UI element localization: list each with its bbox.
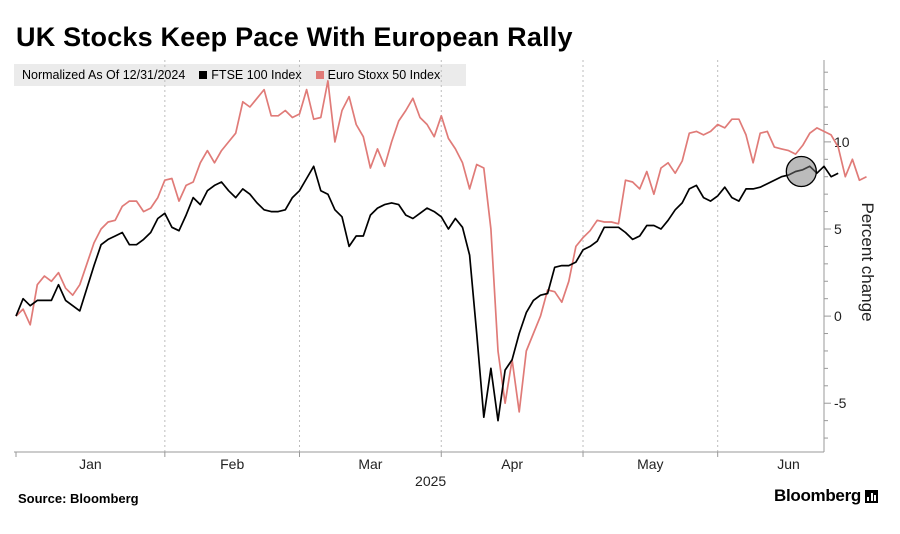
x-tick-label-mar: Mar: [358, 456, 382, 472]
legend-swatch-eurostoxx: [315, 71, 324, 79]
x-tick-label-apr: Apr: [501, 456, 523, 472]
brand-name: Bloomberg: [773, 486, 861, 505]
legend-note: Normalized As Of 12/31/2024: [22, 68, 186, 82]
y-tick-label-10: 10: [834, 134, 850, 150]
x-axis-year-label: 2025: [415, 473, 446, 489]
x-tick-label-jan: Jan: [79, 456, 102, 472]
series-line-ftse-100: [15, 165, 839, 422]
highlight-circle: [785, 155, 817, 188]
series-line-euro-stoxx-50: [15, 80, 867, 413]
legend: Normalized As Of 12/31/2024 FTSE 100 Ind…: [14, 64, 466, 86]
y-tick-label--5: -5: [834, 395, 847, 411]
legend-label-eurostoxx: Euro Stoxx 50 Index: [327, 68, 441, 82]
legend-swatch-ftse: [199, 71, 208, 79]
x-tick-label-may: May: [637, 456, 663, 472]
y-tick-label-0: 0: [834, 308, 842, 324]
chart-title: UK Stocks Keep Pace With European Rally: [16, 22, 573, 52]
x-tick-label-jun: Jun: [777, 456, 800, 472]
legend-item-ftse: FTSE 100 Index: [199, 68, 302, 82]
source-note: Source: Bloomberg: [18, 491, 139, 506]
bar-chart-icon: [865, 489, 878, 503]
y-axis-title: Percent change: [858, 202, 877, 321]
legend-item-eurostoxx: Euro Stoxx 50 Index: [315, 68, 441, 82]
x-tick-label-feb: Feb: [220, 456, 244, 472]
y-tick-label-5: 5: [834, 221, 842, 237]
legend-label-ftse: FTSE 100 Index: [211, 68, 302, 82]
bloomberg-logo: Bloomberg: [774, 486, 878, 506]
